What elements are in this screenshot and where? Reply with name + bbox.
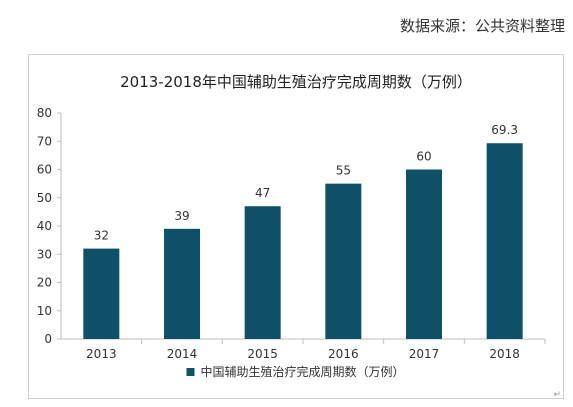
paragraph-mark-icon: ↵	[553, 390, 561, 400]
y-tick-label: 30	[37, 247, 52, 261]
chart-title: 2013-2018年中国辅助生殖治疗完成周期数（万例）	[120, 73, 472, 91]
data-label-2015: 47	[255, 186, 270, 200]
y-tick-label: 20	[37, 276, 52, 290]
legend-label: 中国辅助生殖治疗完成周期数（万例）	[201, 364, 405, 379]
y-tick-label: 40	[37, 219, 52, 233]
data-label-2014: 39	[174, 209, 189, 223]
x-tick-label-2016: 2016	[328, 347, 359, 361]
source-note: 数据来源：公共资料整理	[399, 17, 565, 35]
y-tick-label: 10	[37, 304, 52, 318]
legend-swatch	[186, 368, 195, 376]
bar-2018	[486, 143, 523, 339]
bar-2014	[164, 228, 200, 339]
y-tick-label: 50	[37, 191, 52, 205]
y-tick-label: 60	[37, 163, 52, 177]
x-tick-label-2013: 2013	[86, 347, 117, 361]
x-tick-label-2017: 2017	[409, 347, 440, 361]
y-tick-label: 0	[44, 332, 52, 346]
y-tick-label: 80	[37, 106, 52, 120]
chart-frame: 2013-2018年中国辅助生殖治疗完成周期数（万例） 0 10 20 30 40 50 6…	[28, 54, 564, 400]
bar-2017	[406, 169, 442, 339]
bar-2016	[325, 183, 362, 339]
data-label-2017: 60	[416, 150, 431, 164]
bar-2015	[244, 206, 281, 339]
bar-2013	[83, 248, 120, 339]
y-tick-label: 70	[37, 134, 52, 148]
data-label-2013: 32	[94, 229, 109, 243]
x-tick-label-2014: 2014	[167, 347, 198, 361]
x-tick-label-2015: 2015	[247, 347, 278, 361]
bar-chart: 0 10 20 30 40 50 60 70 80 32 2013 39 2014 47 2015 55 201…	[37, 106, 546, 379]
data-label-2018: 69.3	[491, 123, 518, 137]
x-tick-label-2018: 2018	[489, 347, 520, 361]
data-label-2016: 55	[336, 164, 351, 178]
